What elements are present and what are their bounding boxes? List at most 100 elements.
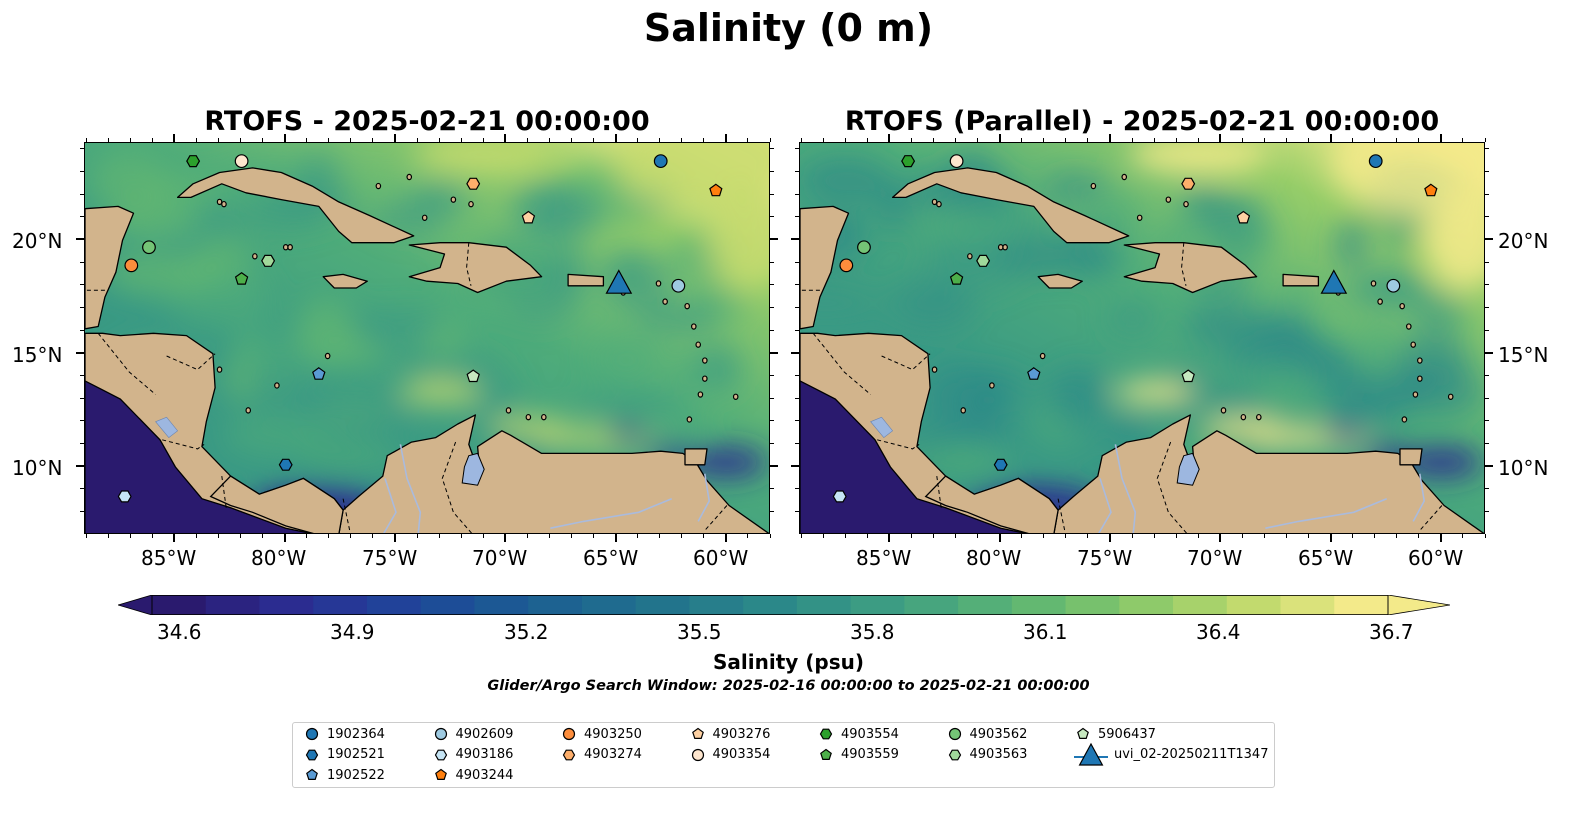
axis-tick [1485, 374, 1489, 376]
island [505, 407, 512, 414]
land-hispaniola [1123, 242, 1258, 294]
axis-tick [262, 138, 264, 142]
axis-tick [129, 138, 131, 142]
axis-tick [80, 488, 84, 490]
axis-tick [1285, 534, 1287, 538]
axis-tick [1087, 138, 1089, 142]
legend-label: 4903276 [712, 726, 771, 742]
axis-tick [1485, 465, 1493, 468]
axis-tick [350, 534, 352, 538]
axis-tick [770, 510, 774, 512]
axis-tick [866, 138, 868, 142]
axis-tick [770, 442, 774, 444]
axis-tick [770, 352, 774, 354]
axis-tick [1197, 534, 1199, 538]
island [967, 253, 973, 260]
marker-4902609 [671, 278, 686, 293]
axis-tick [1263, 138, 1265, 142]
legend-marker-icon [1074, 742, 1108, 766]
map-rtofs[interactable] [84, 142, 770, 534]
axis-tick [770, 329, 774, 331]
country-border [1057, 498, 1066, 531]
axis-tick [1439, 534, 1442, 542]
island [931, 198, 938, 206]
axis-tick [1352, 138, 1354, 142]
river [1412, 473, 1426, 522]
marker-1902522 [1027, 367, 1041, 380]
marker-uvi_02-20250211T1347 [605, 269, 633, 294]
marker-4903276 [521, 210, 536, 224]
axis-tick [795, 510, 799, 512]
country-border [1156, 441, 1188, 533]
legend-item: 4903354 [689, 747, 770, 763]
legend-symbol [691, 727, 704, 739]
island [1121, 173, 1128, 181]
river [1098, 478, 1112, 533]
lat-tick-label: 15°N [1498, 343, 1549, 367]
island [421, 214, 428, 221]
lat-tick-label: 15°N [12, 343, 63, 367]
island [662, 298, 668, 305]
legend-item: 4903554 [817, 726, 899, 742]
axis-tick [770, 193, 774, 195]
axis-tick [1485, 216, 1489, 218]
pacific-coast [85, 380, 313, 533]
axis-tick [724, 534, 727, 542]
axis-tick [195, 534, 197, 538]
colorbar-bin [581, 595, 637, 615]
axis-tick [1087, 534, 1089, 538]
island [1410, 341, 1417, 348]
axis-tick [888, 138, 890, 142]
legend-item: 5906437 [1074, 726, 1156, 742]
colorbar-tick-label: 36.7 [1369, 620, 1414, 644]
colorbar-bin [366, 595, 422, 615]
axis-tick [725, 138, 727, 142]
map-rtofs-parallel[interactable] [799, 142, 1485, 534]
marker-4903559 [234, 271, 249, 285]
legend-item: 4903186 [432, 747, 513, 763]
salinity-field [800, 143, 1484, 533]
colorbar-bin [313, 595, 368, 615]
lon-tick-label: 60°W [1408, 546, 1464, 570]
axis-tick [1065, 138, 1067, 142]
axis-tick [372, 534, 374, 538]
axis-tick [659, 534, 661, 538]
land-yucatan [800, 205, 850, 330]
river [697, 473, 711, 522]
axis-tick [800, 138, 802, 142]
marker-4903276 [1236, 210, 1251, 224]
country-border [97, 332, 156, 395]
legend-marker-icon [948, 749, 961, 760]
axis-tick [795, 284, 799, 286]
marker-4903554 [186, 155, 201, 168]
land-jamaica [1037, 273, 1083, 289]
legend-item: 1902522 [303, 767, 385, 783]
axis-tick [328, 138, 330, 142]
colorbar-tick-label: 34.6 [157, 620, 202, 644]
lon-tick-label: 65°W [1298, 546, 1354, 570]
land-panama [209, 475, 344, 533]
lat-tick-label: 10°N [12, 456, 63, 480]
island [468, 200, 474, 208]
lon-tick-label: 60°W [693, 546, 749, 570]
country-border [466, 242, 472, 286]
axis-tick [681, 138, 683, 142]
island [989, 382, 995, 389]
axis-tick [615, 138, 617, 142]
axis-tick [770, 465, 774, 467]
axis-tick [770, 420, 774, 422]
axis-tick [80, 306, 84, 308]
colorbar-bin [259, 595, 314, 615]
axis-tick [80, 442, 84, 444]
island [541, 413, 547, 421]
axis-tick [394, 138, 396, 142]
axis-tick [1219, 534, 1221, 538]
axis-tick [977, 138, 979, 142]
marker-1902521 [278, 458, 293, 471]
legend-item: 4903563 [946, 747, 1027, 763]
axis-tick [218, 138, 220, 142]
axis-tick [999, 138, 1001, 142]
colorbar-bin [850, 595, 905, 615]
axis-tick [1485, 170, 1489, 172]
axis-tick [1485, 420, 1489, 422]
